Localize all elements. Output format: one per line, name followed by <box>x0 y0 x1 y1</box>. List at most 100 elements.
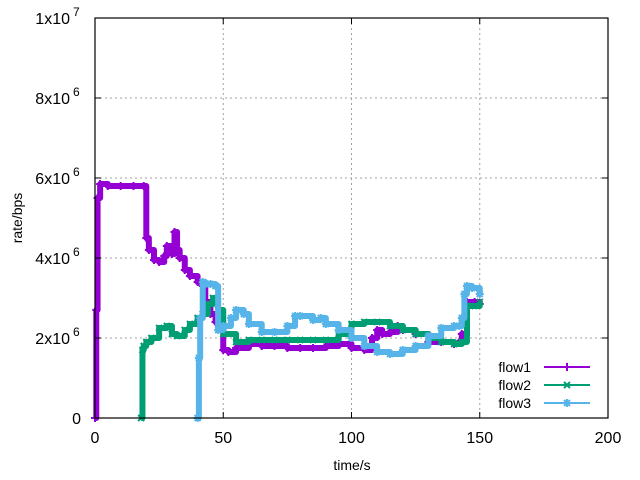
plus-icon <box>180 266 189 274</box>
x-axis-title: time/s <box>333 457 370 473</box>
plus-icon <box>270 342 279 350</box>
legend-item-flow1: flow1 <box>498 359 590 375</box>
plus-icon <box>385 328 394 336</box>
cross-icon <box>347 320 356 328</box>
y-tick-label: 1x10 <box>35 11 70 28</box>
star-icon <box>457 314 466 322</box>
star-icon <box>563 399 571 407</box>
plot-area <box>91 180 484 422</box>
y-tick-label: 6x10 <box>35 171 70 188</box>
star-icon <box>437 324 446 332</box>
cross-icon <box>147 334 156 342</box>
cross-icon <box>437 338 445 346</box>
star-icon <box>475 290 484 298</box>
cross-icon <box>399 326 407 334</box>
star-icon <box>214 326 223 334</box>
star-icon <box>424 332 433 340</box>
star-icon <box>385 350 394 358</box>
legend-item-flow3: flow3 <box>498 395 590 411</box>
legend-label: flow3 <box>498 395 531 411</box>
plus-icon <box>142 234 151 242</box>
star-icon <box>347 334 356 342</box>
plus-icon <box>296 344 305 352</box>
plus-icon <box>321 342 330 350</box>
cross-icon <box>173 332 181 340</box>
y-tick-exponent: 6 <box>73 165 80 179</box>
star-icon <box>194 354 203 362</box>
star-icon <box>309 316 318 324</box>
cross-icon <box>476 298 484 306</box>
legend: flow1 flow2 flow3 <box>498 359 590 411</box>
cross-icon <box>163 322 171 330</box>
x-tick-label: 200 <box>595 430 622 447</box>
plus-icon <box>563 363 571 371</box>
star-icon <box>321 320 330 328</box>
plus-icon <box>173 246 182 254</box>
star-icon <box>450 322 459 330</box>
x-tick-label: 0 <box>91 430 100 447</box>
plus-icon <box>167 250 176 258</box>
plus-icon <box>155 258 164 266</box>
plus-icon <box>185 272 194 280</box>
plus-icon <box>144 246 153 254</box>
cross-icon <box>283 336 292 344</box>
cross-icon <box>181 326 189 334</box>
star-icon <box>201 280 210 288</box>
plus-icon <box>219 346 228 354</box>
plus-icon <box>96 180 105 188</box>
star-icon <box>460 290 469 298</box>
x-tick-label: 150 <box>466 430 493 447</box>
star-icon <box>206 280 215 288</box>
cross-icon <box>450 340 458 348</box>
star-icon <box>462 282 471 290</box>
legend-label: flow1 <box>498 359 531 375</box>
x-tick-label: 100 <box>338 430 365 447</box>
cross-icon <box>232 338 240 346</box>
star-icon <box>283 322 292 330</box>
plus-icon <box>347 344 356 352</box>
y-tick-label: 0 <box>72 411 81 428</box>
star-icon <box>360 342 369 350</box>
plus-icon <box>283 344 292 352</box>
cross-icon <box>322 336 330 344</box>
plus-icon <box>129 182 138 190</box>
star-icon <box>226 314 235 322</box>
star-icon <box>468 284 477 292</box>
cross-icon <box>458 338 466 346</box>
cross-icon <box>309 336 317 344</box>
plus-icon <box>160 252 169 260</box>
star-icon <box>296 312 305 320</box>
cross-icon <box>386 322 394 330</box>
star-icon <box>270 328 279 336</box>
plus-icon <box>224 348 233 356</box>
star-icon <box>244 320 253 328</box>
y-tick-exponent: 6 <box>73 325 80 339</box>
plus-icon <box>139 182 148 190</box>
cross-icon <box>296 336 304 344</box>
plus-icon <box>170 228 179 236</box>
star-icon <box>257 328 266 336</box>
cross-icon <box>270 336 279 344</box>
plus-icon <box>378 330 387 338</box>
star-icon <box>291 312 300 320</box>
plus-icon <box>175 254 184 262</box>
cross-icon <box>563 381 571 389</box>
cross-icon <box>373 318 381 326</box>
star-icon <box>316 314 325 322</box>
cross-icon <box>209 294 217 302</box>
series-flow1 <box>91 180 484 422</box>
star-icon <box>411 342 420 350</box>
plus-icon <box>162 242 171 250</box>
cross-icon <box>411 330 420 338</box>
legend-item-flow2: flow2 <box>498 377 590 393</box>
star-icon <box>455 322 464 330</box>
star-icon <box>398 346 407 354</box>
plus-icon <box>149 256 158 264</box>
y-tick-exponent: 6 <box>73 85 80 99</box>
plus-icon <box>373 326 382 334</box>
series-line <box>93 181 483 421</box>
plus-icon <box>257 342 266 350</box>
plus-icon <box>92 306 101 314</box>
cross-icon <box>245 336 253 344</box>
cross-icon <box>186 320 194 328</box>
